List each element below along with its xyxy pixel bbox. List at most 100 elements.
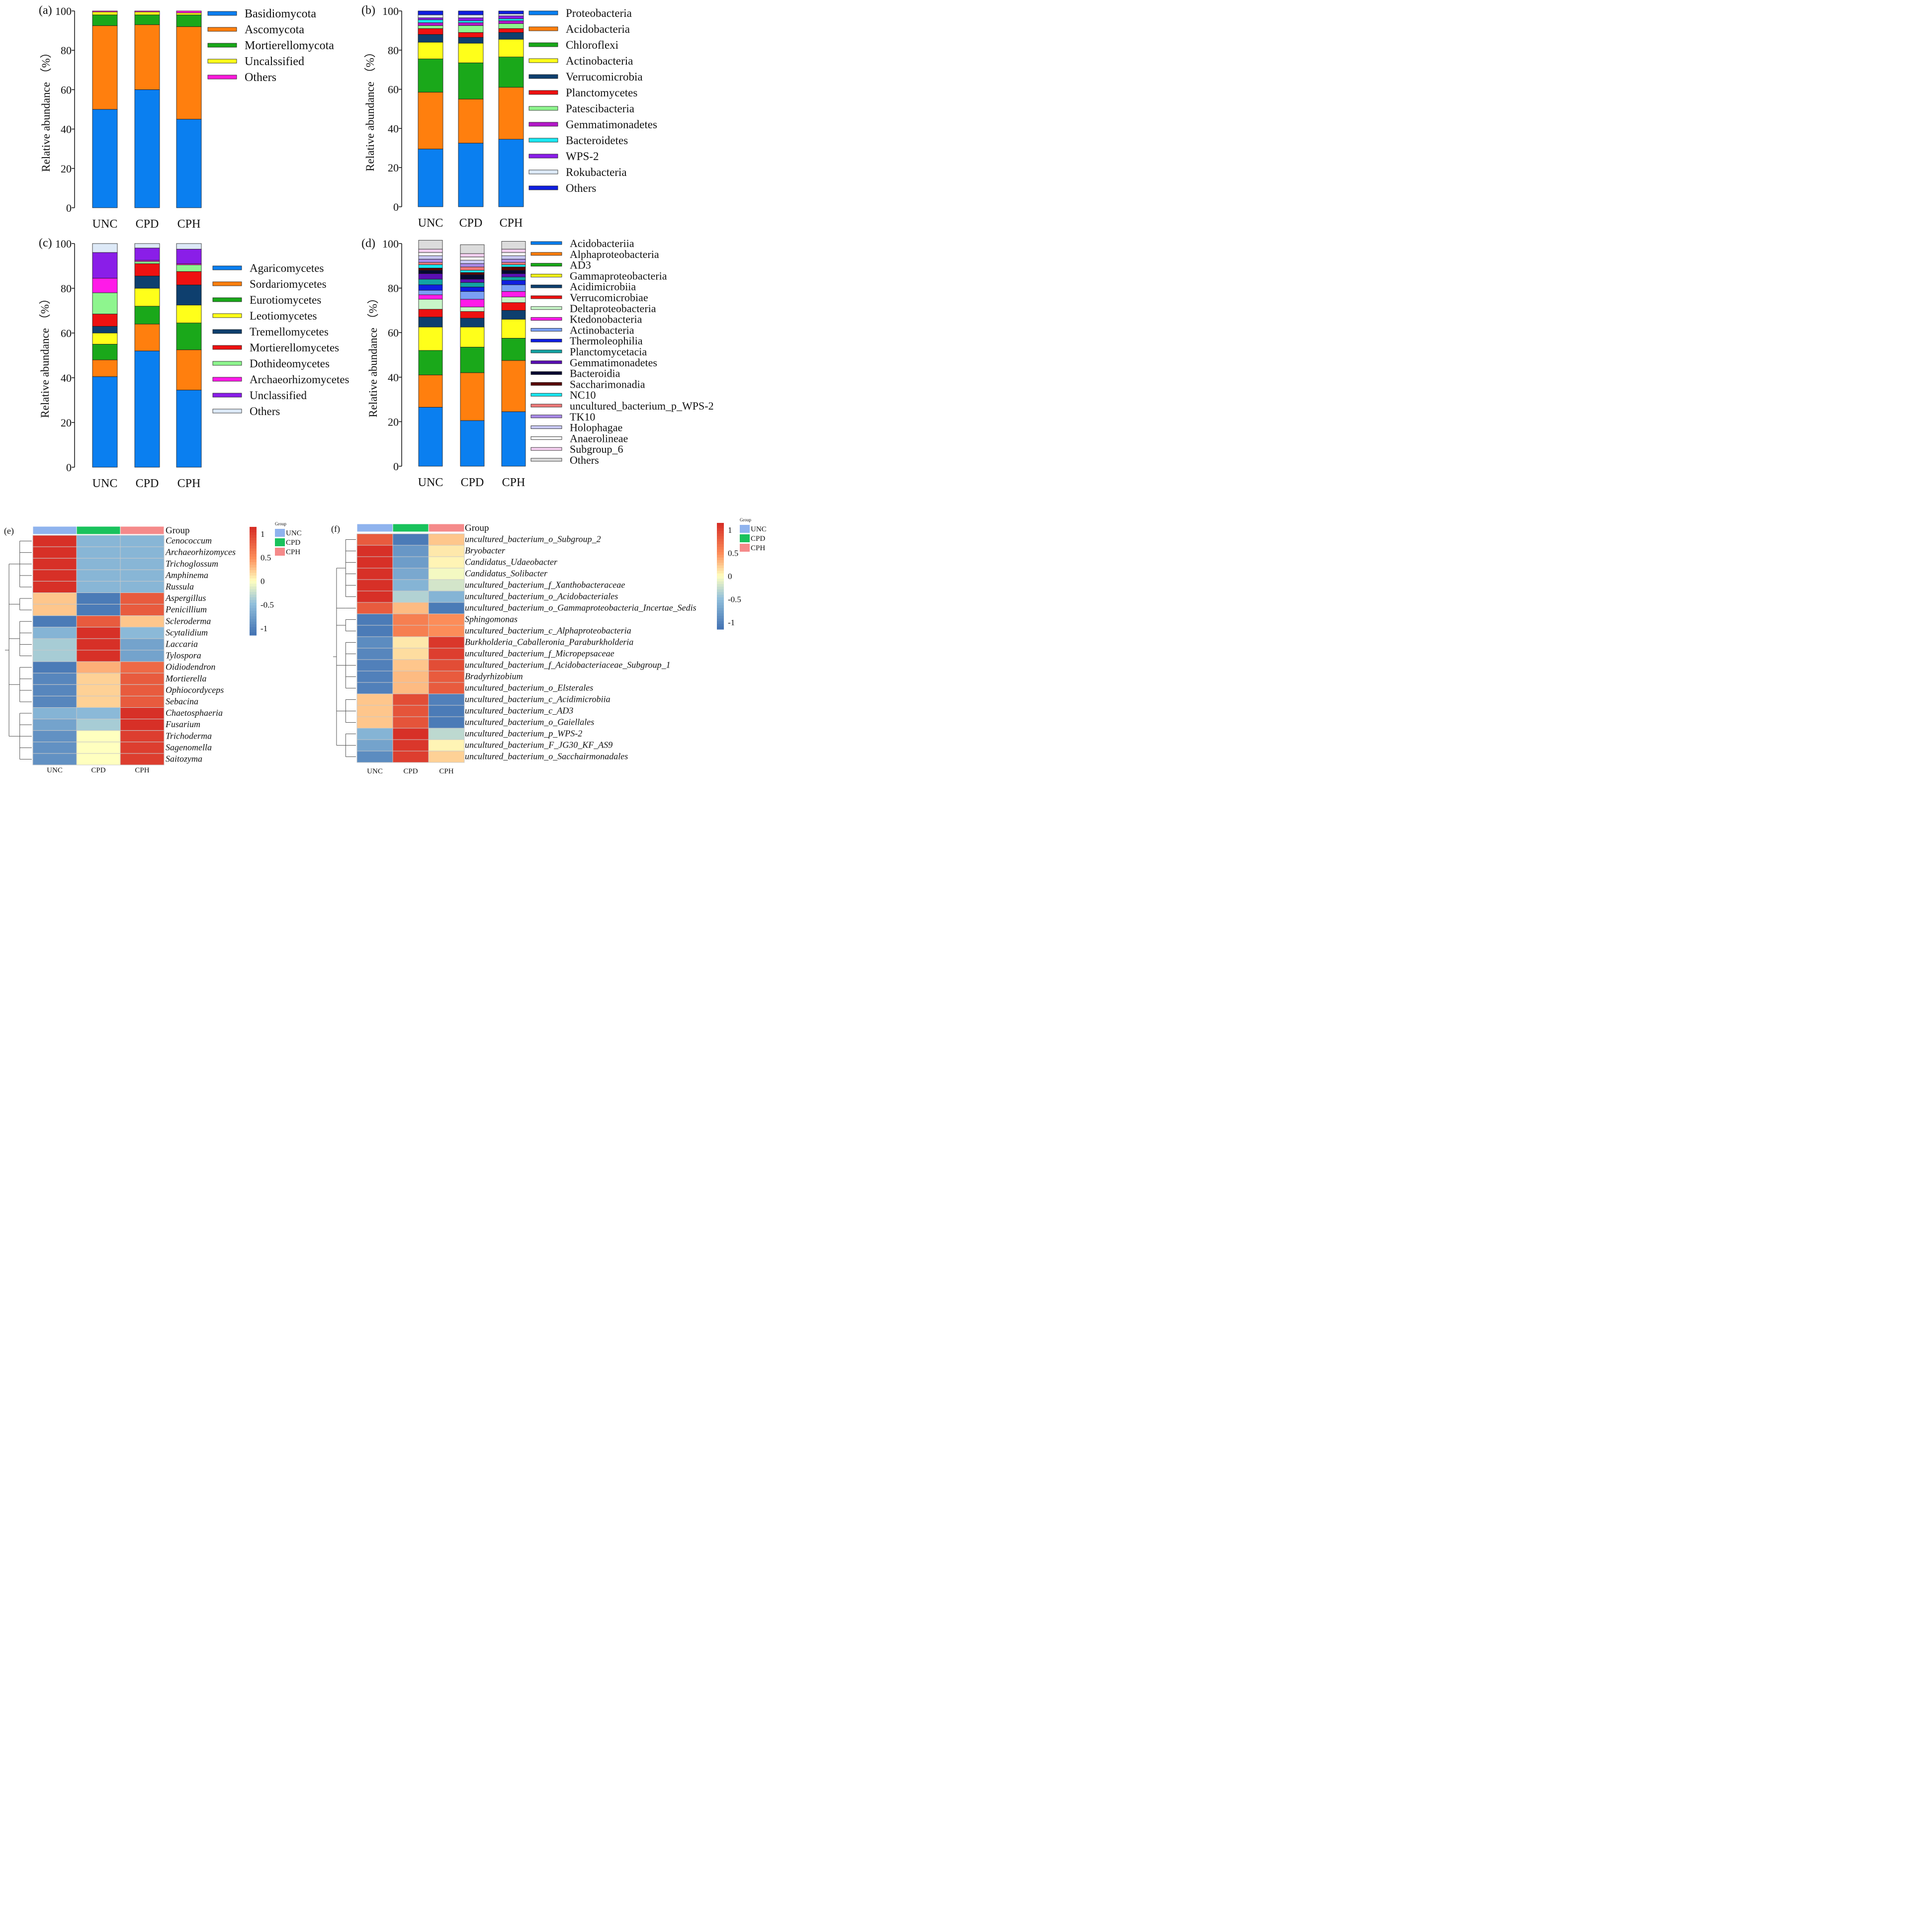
p5-heat-cell [392,533,429,546]
p5-scale-bar-step [717,565,724,569]
p5-group-legend-swatch [740,534,750,542]
p1-legend-swatch [528,154,558,159]
p4-heat-cell [120,615,165,628]
p5-row-label: Candidatus_Udaeobacter [465,557,558,567]
p5-heat-cell [428,568,465,580]
p5-scale-bar-step [717,587,724,590]
p5-row-label: uncultured_bacterium_c_Alphaproteobacter… [465,626,631,636]
p3-legend-label: Thermoleophilia [570,335,643,347]
p4-row-label: Scleroderma [166,616,211,626]
p0-bar-segment-cpd-0 [134,89,160,208]
p3-bar-segment-cpd-9 [460,286,485,292]
p1-bar-segment-cpd-5 [458,32,484,38]
p1-panel-label: (b) [361,4,375,17]
p5-row-label: uncultured_bacterium_o_Gaiellales [465,717,594,727]
p3-legend-label: Acidimicrobiia [570,280,636,293]
p1-x-tick-label: CPD [459,217,483,230]
p4-scale-bar-step [250,616,257,619]
p1-legend-label: Chloroflexi [566,39,618,51]
p3-legend-swatch [530,252,562,256]
p4-scale-bar-step [250,556,257,560]
p1-legend-label: Actinobacteria [566,55,633,67]
p3-bar-segment-cpd-12 [460,274,485,280]
p4-scale-tick-label: -0.5 [261,600,274,609]
p5-heat-cell [392,659,429,672]
p4-heat-cell [120,627,165,639]
p5-group-legend-label: UNC [751,525,767,533]
p4-row-label: Russula [165,582,194,591]
p4-row-label: Amphinema [165,570,208,580]
p5-heat-cell [356,545,393,557]
p5-heat-cell [428,602,465,614]
p4-heat-cell [120,546,165,559]
p5-heat-cell [356,602,393,614]
p4-heat-cell [76,742,121,754]
p3-bar-segment-cph-13 [501,266,526,271]
p5-heat-cell [392,579,429,591]
p4-heat-cell [32,638,77,651]
p3-bar-segment-cph-0 [501,411,526,467]
p3-legend-label: AD3 [570,259,591,271]
p3-legend-label: Saccharimonadia [570,378,645,390]
p5-scale-tick-label: -1 [728,618,735,627]
p4-heat-cell [76,707,121,720]
p3-bar-segment-cph-5 [501,302,526,311]
p0-bar-segment-unc-1 [92,25,118,110]
p3-bar-segment-cpd-5 [460,311,485,319]
p2-legend-label: Agaricomycetes [250,262,324,274]
p4-heat-cell [120,707,165,720]
p5-heat-cell [392,568,429,580]
p3-legend-label: Gammaproteobacteria [570,269,667,282]
p4-group-legend-swatch [275,529,285,537]
p4-panel-label: (e) [4,526,14,536]
p2-y-tick-label: 100 [55,238,72,250]
p5-scale-bar-step [717,533,724,537]
p3-bar-segment-unc-4 [418,317,443,328]
p1-bar-segment-cpd-1 [458,98,484,144]
p3-legend-swatch [530,338,562,342]
p2-y-tick-label: 0 [66,461,72,474]
p3-legend-swatch [530,425,562,429]
p3-bar-segment-unc-5 [418,309,443,318]
p1-x-tick-label: CPH [500,217,523,230]
panel-e-heatmap: (e) GroupCenococcumArchaeorhizomycesTrich… [4,521,302,774]
p1-legend-label: Rokubacteria [566,166,627,178]
p1-y-tick-label: 100 [382,5,399,17]
p3-legend-label: Holophagae [570,421,622,434]
p2-bar-segment-cph-0 [176,390,202,468]
p4-scale-bar-step [250,578,257,582]
p5-heat-cell [356,728,393,740]
p2-bar-segment-cpd-3 [134,288,160,307]
p4-scale-bar-step [250,581,257,585]
p4-scale-tick-label: 1 [261,529,265,539]
p1-bar-segment-cpd-2 [458,63,484,99]
p5-row-label: uncultured_bacterium_f_Micropepsaceae [465,649,614,659]
p5-heat-cell [428,693,465,706]
p1-bar-segment-cpd-9 [458,17,484,21]
p3-bar-segment-cpd-19 [460,253,485,257]
p1-legend-swatch [528,74,558,79]
p5-row-label: Bradyrhizobium [465,672,523,681]
p5-heat-cell [356,590,393,603]
p4-heat-cell [32,558,77,570]
p1-bar-segment-cpd-3 [458,43,484,63]
p3-bar-segment-cph-19 [501,249,526,253]
p3-bar-segment-unc-12 [418,270,443,274]
p1-bar-segment-cph-6 [498,23,524,29]
p1-legend-label: Others [566,182,596,194]
p2-bar-segment-cph-8 [176,249,202,264]
p1-bar-segment-cph-1 [498,87,524,140]
p4-heat-cell [32,695,77,708]
p3-bar-segment-cph-6 [501,297,526,303]
p5-row-label: uncultured_bacterium_c_Acidimicrobiia [465,694,611,704]
p4-row-label: Sebacina [166,696,198,706]
p4-group-cell-cpd [76,526,121,535]
p5-row-label: uncultured_bacterium_f_Xanthobacteraceae [465,580,625,590]
panel-f-heatmap: (f) Groupuncultured_bacterium_o_Subgroup_… [331,517,767,775]
p1-bar-segment-unc-0 [418,149,443,207]
p4-heat-cell [76,604,121,616]
p4-heat-cell [76,730,121,743]
p4-scale-bar-step [250,565,257,568]
p4-scale-bar-step [250,591,257,595]
p3-bar-segment-unc-8 [418,290,443,295]
